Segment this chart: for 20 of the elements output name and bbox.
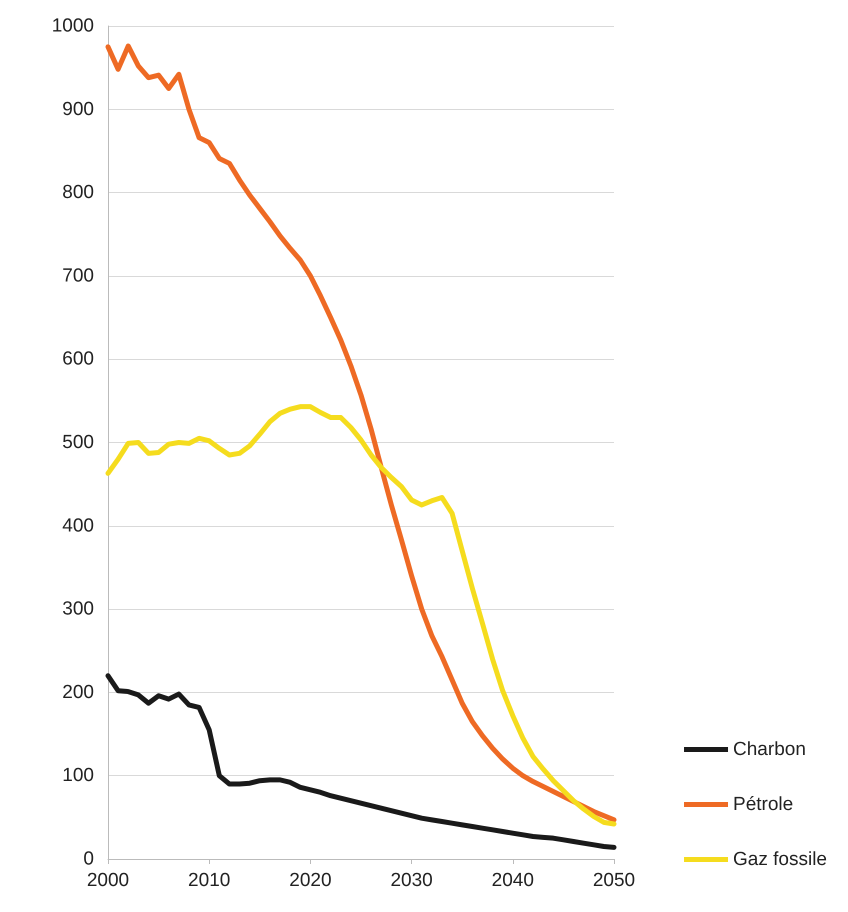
- y-tick-label: 900: [62, 98, 94, 120]
- y-tick-label: 500: [62, 432, 94, 453]
- y-tick-label: 1000: [52, 16, 94, 36]
- x-tick-label: 2020: [289, 870, 332, 891]
- x-tick-label: 2050: [592, 870, 636, 891]
- y-tick-label: 300: [62, 598, 94, 620]
- legend-label: Gaz fossile: [733, 849, 828, 870]
- x-tick-label: 2040: [492, 870, 534, 891]
- y-tick-label: 400: [62, 515, 94, 536]
- x-tick-label: 2010: [188, 870, 230, 891]
- y-tick-label: 600: [62, 348, 94, 370]
- y-tick-label: 200: [62, 682, 94, 703]
- y-tick-label: 800: [62, 182, 94, 204]
- x-tick-label: 2030: [390, 870, 433, 891]
- y-tick-label: 700: [62, 265, 94, 286]
- x-tick-label: 2000: [86, 870, 130, 891]
- legend-label: Charbon: [733, 739, 806, 760]
- legend-label: Pétrole: [733, 794, 794, 815]
- y-tick-label: 100: [62, 765, 94, 786]
- y-tick-label: 0: [83, 848, 94, 870]
